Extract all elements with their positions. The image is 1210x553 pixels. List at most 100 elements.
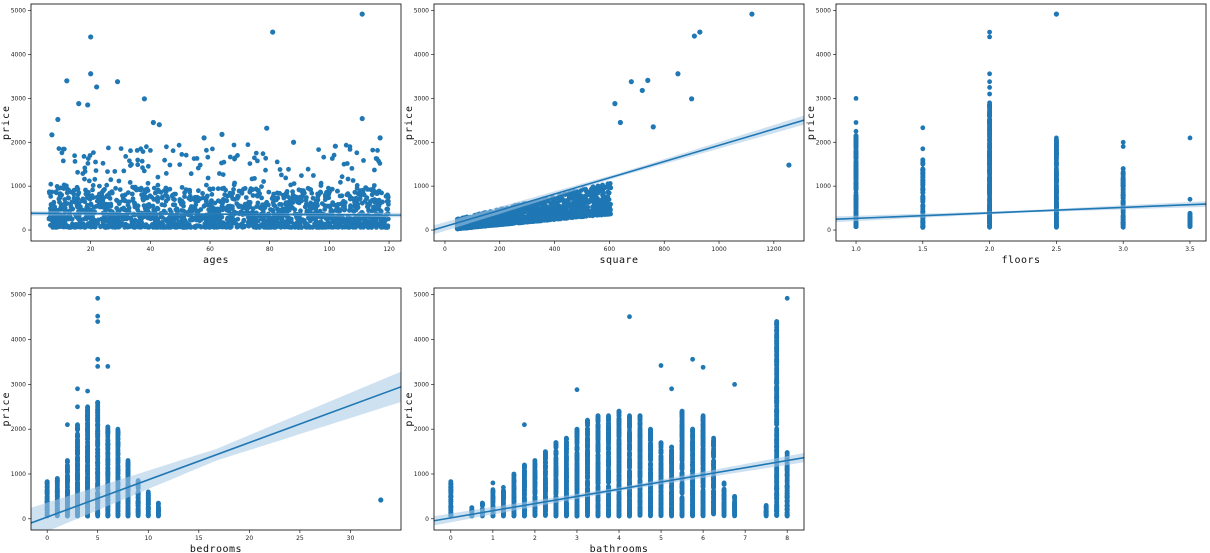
scatter-point <box>196 188 201 194</box>
scatter-point <box>139 158 145 164</box>
scatter-point <box>272 195 278 201</box>
scatter-point <box>319 201 325 207</box>
y-tick-label: 5000 <box>11 8 26 15</box>
scatter-point <box>598 211 603 216</box>
scatter-points <box>853 11 1193 230</box>
scatter-point <box>595 190 601 196</box>
scatter-point <box>1120 172 1126 178</box>
scatter-point <box>127 215 133 221</box>
scatter-point <box>174 215 180 221</box>
scatter-point <box>1054 217 1059 223</box>
scatter-point <box>1187 196 1193 202</box>
scatter-point <box>372 222 377 228</box>
scatter-point <box>65 465 70 470</box>
scatter-point <box>289 197 295 203</box>
scatter-point <box>286 224 292 229</box>
outlier-point <box>49 132 55 138</box>
scatter-point <box>167 162 173 168</box>
outlier-point <box>88 71 94 77</box>
scatter-point <box>370 186 376 192</box>
scatter-point <box>172 202 178 208</box>
scatter-point <box>135 207 141 213</box>
scatter-point <box>356 190 362 195</box>
y-tick-label: 1000 <box>414 183 429 190</box>
scatter-point <box>1054 158 1059 164</box>
scatter-point <box>151 185 157 191</box>
scatter-point <box>298 224 304 230</box>
scatter-point <box>242 201 248 207</box>
scatter-point <box>853 193 859 199</box>
scatter-point <box>112 169 118 174</box>
scatter-point <box>158 189 164 195</box>
scatter-point <box>123 154 129 159</box>
y-tick-label: 0 <box>827 227 831 234</box>
scatter-point <box>86 189 91 195</box>
scatter-point <box>255 158 260 164</box>
scatter-point <box>81 154 87 159</box>
scatter-point <box>179 185 185 190</box>
scatter-point <box>64 201 70 206</box>
scatter-point <box>99 223 104 229</box>
scatter-point <box>215 206 220 212</box>
scatter-point <box>163 171 169 176</box>
x-tick-label: 2.0 <box>985 246 995 253</box>
scatter-point <box>204 147 209 153</box>
scatter-point <box>62 205 68 211</box>
scatter-point <box>235 222 240 228</box>
scatter-point <box>69 216 74 222</box>
scatter-point <box>384 206 390 212</box>
outlier-point <box>114 79 121 85</box>
scatter-point <box>167 186 173 192</box>
scatter-point <box>207 186 213 192</box>
outlier-point <box>689 96 695 102</box>
scatter-point <box>1054 161 1059 167</box>
scatter-point <box>232 196 238 202</box>
scatter-point <box>75 216 81 222</box>
scatter-point <box>299 198 305 204</box>
scatter-point <box>179 152 185 157</box>
scatter-point <box>176 142 182 148</box>
scatter-point <box>987 166 992 172</box>
scatter-point <box>344 161 350 166</box>
scatter-point <box>140 165 145 171</box>
scatter-point <box>370 197 375 203</box>
scatter-point <box>987 218 992 224</box>
scatter-point <box>920 190 926 196</box>
x-tick-label: 100 <box>324 246 336 253</box>
scatter-point <box>82 165 88 171</box>
scatter-point <box>239 190 245 196</box>
scatter-point <box>1187 217 1193 223</box>
scatter-point <box>60 158 66 164</box>
scatter-point <box>308 187 314 193</box>
plot-area <box>31 11 401 230</box>
scatter-point <box>108 201 114 207</box>
scatter-point <box>54 184 60 189</box>
scatter-point <box>56 146 62 152</box>
scatter-point <box>580 199 586 204</box>
scatter-point <box>272 224 278 230</box>
scatter-point <box>274 159 280 165</box>
scatter-point <box>853 210 859 216</box>
scatter-point <box>853 224 859 229</box>
outlier-point <box>645 77 651 83</box>
scatter-point <box>190 196 196 202</box>
scatter-point <box>569 193 575 199</box>
x-tick-label: 2.5 <box>1052 246 1062 253</box>
scatter-point <box>61 182 67 188</box>
scatter-point <box>294 196 299 202</box>
scatter-point <box>59 150 65 156</box>
scatter-point <box>338 201 344 207</box>
scatter-point <box>1054 141 1059 147</box>
scatter-point <box>544 199 549 204</box>
scatter-point <box>221 224 227 230</box>
scatter-point <box>201 203 207 209</box>
scatter-point <box>75 404 80 410</box>
scatter-point <box>327 187 333 192</box>
regression-line <box>836 203 1206 221</box>
scatter-point <box>333 207 339 213</box>
scatter-point <box>371 208 376 214</box>
scatter-point <box>118 146 124 152</box>
scatter-point <box>561 209 567 215</box>
scatter-point <box>321 154 327 160</box>
scatter-point <box>97 183 102 189</box>
